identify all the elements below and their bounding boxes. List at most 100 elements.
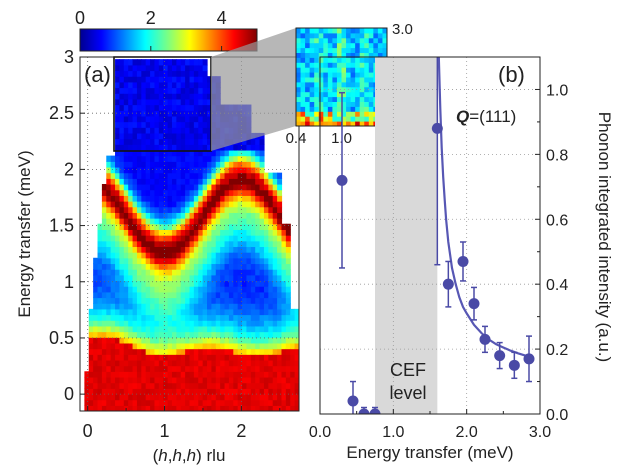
heatmap-cell — [171, 161, 177, 168]
heatmap-cell — [215, 325, 221, 333]
heatmap-cell — [115, 303, 121, 310]
heatmap-cell — [255, 280, 261, 287]
heatmap-cell — [180, 291, 186, 299]
heatmap-cell — [136, 252, 142, 259]
heatmap-cell — [272, 348, 278, 355]
heatmap-cell — [136, 93, 142, 100]
heatmap-cell — [185, 121, 191, 128]
heatmap-cell — [233, 274, 239, 282]
heatmap-cell — [215, 218, 221, 225]
heatmap-cell — [176, 263, 182, 270]
heatmap-cell — [167, 144, 173, 151]
heatmap-cell — [132, 178, 138, 185]
heatmap-cell — [167, 121, 173, 128]
heatmap-cell — [150, 235, 156, 242]
heatmap-cell — [268, 348, 274, 355]
heatmap-cell — [123, 59, 129, 66]
heatmap-cell — [128, 81, 134, 89]
heatmap-cell — [110, 257, 116, 265]
heatmap-cell — [198, 98, 204, 106]
heatmap-cell — [154, 365, 160, 372]
heatmap-cell — [185, 104, 191, 111]
heatmap-cell — [237, 371, 243, 378]
heatmap-cell — [171, 348, 177, 355]
inset-heatmap-cell — [359, 47, 365, 53]
heatmap-cell — [233, 354, 239, 361]
heatmap-cell — [211, 269, 217, 276]
heatmap-cell — [128, 331, 134, 338]
inset-heatmap-cell — [296, 28, 302, 34]
heatmap-cell — [285, 382, 291, 389]
heatmap-cell — [167, 246, 173, 253]
heatmap-cell — [145, 178, 151, 185]
heatmap-cell — [136, 70, 142, 77]
heatmap-cell — [228, 405, 234, 411]
heatmap-cell — [150, 376, 156, 384]
heatmap-cell — [132, 359, 138, 367]
heatmap-cell — [119, 138, 125, 145]
heatmap-cell — [189, 161, 195, 168]
heatmap-cell — [180, 115, 186, 123]
heatmap-cell — [207, 257, 212, 265]
heatmap-cell — [242, 206, 248, 213]
heatmap-cell — [123, 297, 129, 304]
heatmap-cell — [246, 371, 252, 378]
inset-heatmap-cell — [346, 91, 352, 98]
heatmap-cell — [290, 320, 296, 327]
heatmap-cell — [154, 308, 160, 316]
heatmap-cell — [115, 212, 121, 219]
heatmap-cell — [97, 252, 103, 259]
heatmap-cell — [145, 263, 151, 270]
heatmap-cell — [97, 263, 103, 270]
heatmap-cell — [167, 70, 173, 77]
heatmap-cell — [101, 240, 107, 248]
heatmap-cell — [132, 115, 138, 123]
heatmap-cell — [123, 320, 129, 327]
heatmap-cell — [110, 286, 116, 293]
heatmap-cell — [115, 325, 121, 333]
heatmap-cell — [163, 201, 169, 208]
inset-heatmap-cell — [336, 57, 342, 63]
heatmap-cell — [211, 246, 217, 253]
heatmap-cell — [145, 93, 151, 100]
heatmap-cell — [158, 172, 164, 179]
heatmap-cell — [189, 320, 195, 327]
heatmap-cell — [154, 189, 160, 196]
heatmap-cell — [132, 240, 138, 248]
heatmap-cell — [119, 263, 125, 270]
heatmap-cell — [97, 280, 103, 287]
heatmap-cell — [215, 331, 221, 338]
heatmap-cell — [163, 325, 169, 333]
heatmap-cell — [263, 371, 269, 378]
heatmap-cell — [167, 132, 173, 140]
heatmap-cell — [119, 189, 125, 196]
heatmap-cell — [123, 308, 129, 316]
heatmap-cell — [123, 342, 129, 350]
heatmap-cell — [220, 382, 226, 389]
inset-heatmap-cell — [350, 96, 356, 102]
heatmap-cell — [255, 365, 261, 372]
heatmap-cell — [224, 337, 230, 344]
heatmap-cell — [224, 291, 230, 299]
heatmap-cell — [193, 331, 199, 338]
heatmap-cell — [237, 376, 243, 384]
heatmap-cell — [242, 320, 248, 327]
heatmap-cell — [224, 178, 230, 185]
heatmap-cell — [215, 371, 221, 378]
heatmap-cell — [268, 399, 274, 406]
inset-heatmap-cell — [318, 37, 324, 44]
heatmap-cell — [198, 161, 204, 168]
heatmap-cell — [224, 405, 230, 411]
heatmap-cell — [290, 325, 296, 333]
heatmap-cell — [119, 93, 125, 100]
heatmap-cell — [224, 155, 230, 162]
heatmap-cell — [171, 303, 177, 310]
heatmap-cell — [123, 70, 129, 77]
heatmap-cell — [294, 342, 299, 350]
inset-heatmap-cell — [355, 57, 361, 63]
inset-heatmap-cell — [332, 42, 338, 49]
heatmap-cell — [211, 206, 217, 213]
inset-heatmap-cell — [355, 121, 361, 127]
inset-heatmap-cell — [300, 32, 306, 39]
inset-heatmap-cell — [332, 52, 338, 58]
